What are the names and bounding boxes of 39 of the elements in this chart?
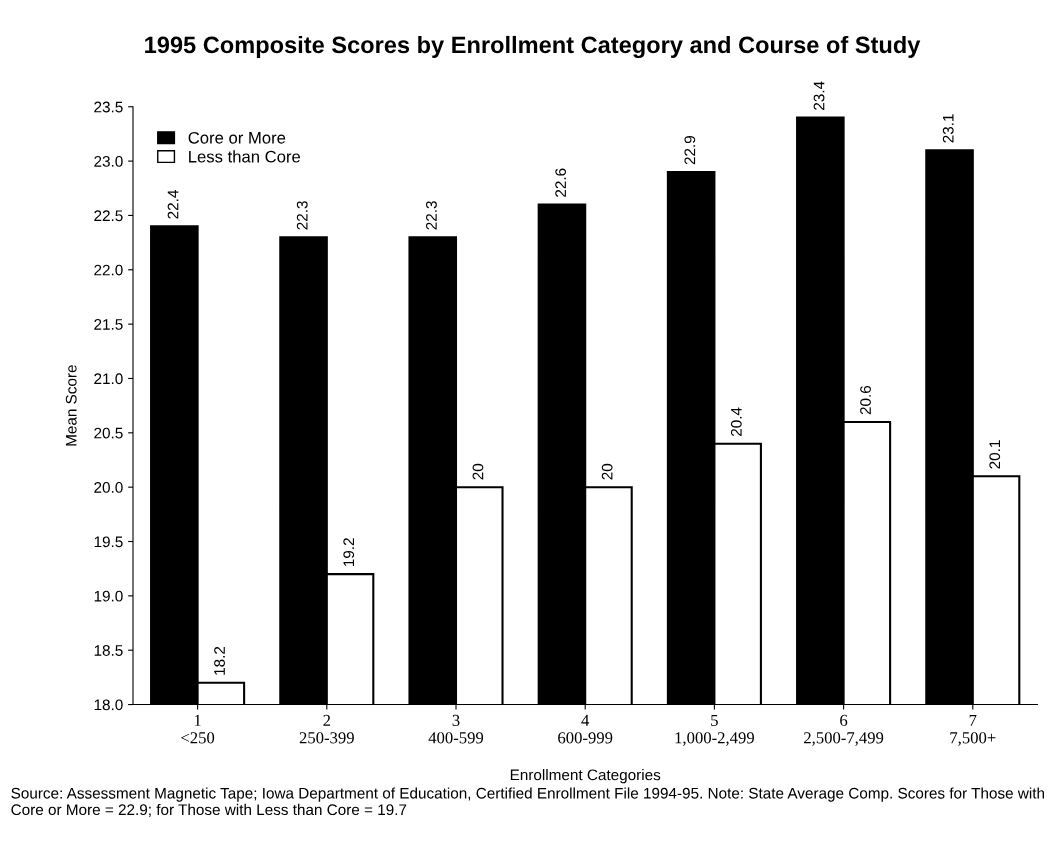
source-note: Source: Assessment Magnetic Tape; Iowa Department of Education, Certified Enrollment File 1994-95. Note: State Average Comp. Scores for Those with Core or More = 22.9; for Those with Less than Core = 19.7 <box>11 787 1044 817</box>
y-tick-label: 19.5 <box>94 536 123 548</box>
data-label: 22.6 <box>555 168 567 197</box>
y-tick-label: 18.0 <box>94 699 123 711</box>
legend-label: Core or More <box>188 131 286 144</box>
data-label: 23.4 <box>813 81 825 110</box>
x-tick-label: 6 2,500-7,499 <box>804 714 884 746</box>
chart-title: 1995 Composite Scores by Enrollment Category and Course of Study <box>145 35 921 59</box>
x-axis-title: Enrollment Categories <box>510 769 661 784</box>
x-tick-label: 5 1,000-2,499 <box>675 714 754 746</box>
y-tick-label: 19.0 <box>94 590 123 602</box>
y-tick-label: 22.5 <box>94 210 123 222</box>
y-tick-label: 20.5 <box>94 427 123 439</box>
y-tick-label: 18.5 <box>94 645 123 656</box>
legend-label: Less than Core <box>189 150 301 163</box>
y-tick-label: 21.5 <box>94 319 123 330</box>
data-label: 20 <box>472 463 484 480</box>
y-tick-label: 23.5 <box>94 101 123 113</box>
y-tick-label: 21.0 <box>94 373 123 385</box>
y-tick-label: 23.0 <box>94 155 123 167</box>
data-label: 20.1 <box>989 440 1001 469</box>
data-label: 22.3 <box>296 201 308 230</box>
data-label: 20.4 <box>730 407 742 436</box>
x-tick-label: 3 400-599 <box>428 714 484 744</box>
y-axis-title: Mean Score <box>65 365 77 446</box>
data-label: 22.3 <box>426 201 437 230</box>
data-label: 20.6 <box>860 385 871 415</box>
x-tick-label: 7 7,500+ <box>950 714 996 746</box>
data-label: 20 <box>601 463 613 480</box>
data-label: 22.9 <box>684 136 696 165</box>
x-tick-label: 2 250-399 <box>299 714 354 744</box>
data-label: 18.2 <box>214 646 225 675</box>
data-label: 19.2 <box>343 538 355 567</box>
y-tick-label: 22.0 <box>94 264 123 276</box>
x-tick-label: 1 <250 <box>181 714 215 744</box>
x-tick-label: 4 600-999 <box>558 714 613 744</box>
y-tick-label: 20.0 <box>94 482 123 493</box>
data-label: 22.4 <box>167 190 179 219</box>
data-label: 23.1 <box>942 114 954 143</box>
